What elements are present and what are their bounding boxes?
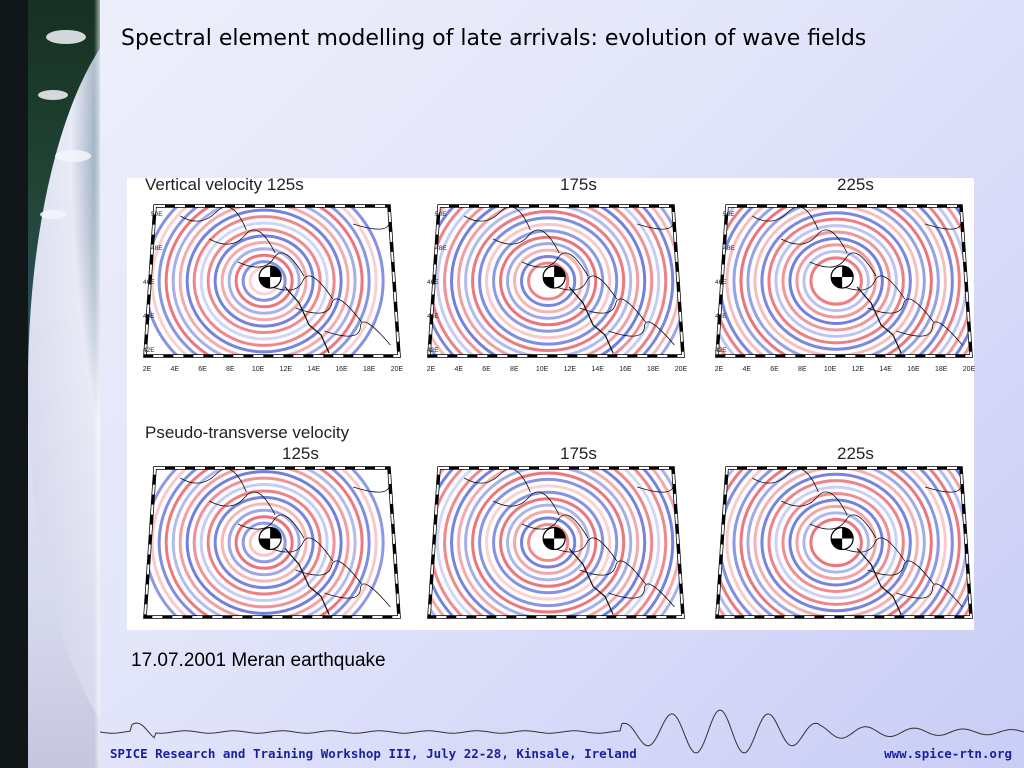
row2-time-225: 225s (837, 444, 874, 463)
svg-text:6E: 6E (198, 366, 207, 373)
svg-text:50E: 50E (723, 211, 735, 218)
svg-text:50E: 50E (151, 211, 163, 218)
svg-text:8E: 8E (798, 366, 807, 373)
svg-text:6E: 6E (770, 366, 779, 373)
svg-text:16E: 16E (619, 366, 632, 373)
svg-text:2E: 2E (715, 366, 724, 373)
wavefield-map-transverse-225s (715, 466, 973, 619)
svg-text:42E: 42E (143, 347, 155, 354)
wavefield-map-vertical-125s: 2E 4E 6E 8E 10E 12E 14E 16E 18E 20E 50E 48E 46E 44E 42… (143, 204, 403, 373)
svg-text:16E: 16E (335, 366, 348, 373)
wavefield-map-transverse-125s (143, 466, 401, 619)
svg-text:8E: 8E (510, 366, 519, 373)
slide-title: Spectral element modelling of late arriv… (121, 26, 867, 51)
svg-text:18E: 18E (935, 366, 948, 373)
svg-text:12E: 12E (564, 366, 577, 373)
svg-text:44E: 44E (143, 313, 155, 320)
svg-text:18E: 18E (647, 366, 660, 373)
svg-text:48E: 48E (723, 245, 735, 252)
seismogram-decoration (100, 709, 1024, 754)
svg-text:8E: 8E (226, 366, 235, 373)
row1-time-175: 175s (560, 175, 597, 194)
row2-time-175: 175s (560, 444, 597, 463)
footer-workshop-text: SPICE Research and Training Workshop III… (110, 746, 637, 761)
svg-text:44E: 44E (427, 313, 439, 320)
earth-image-strip (0, 0, 100, 768)
svg-text:20E: 20E (675, 366, 687, 373)
svg-text:10E: 10E (824, 366, 837, 373)
wavefield-map-transverse-175s (427, 466, 685, 619)
svg-text:2E: 2E (143, 366, 152, 373)
svg-text:20E: 20E (391, 366, 403, 373)
svg-text:46E: 46E (143, 279, 155, 286)
svg-text:18E: 18E (363, 366, 376, 373)
svg-text:14E: 14E (879, 366, 892, 373)
svg-text:50E: 50E (435, 211, 447, 218)
svg-text:10E: 10E (252, 366, 265, 373)
row1-label: Vertical velocity 125s (145, 175, 304, 194)
row1-time-225: 225s (837, 175, 874, 194)
row2-label: Pseudo-transverse velocity (145, 423, 350, 442)
svg-text:2E: 2E (427, 366, 436, 373)
svg-text:12E: 12E (280, 366, 293, 373)
row2-time-125: 125s (282, 444, 319, 463)
wavefield-figure: Vertical velocity 125s 175s 225s Pseudo-… (127, 175, 975, 630)
svg-text:20E: 20E (963, 366, 975, 373)
svg-text:46E: 46E (427, 279, 439, 286)
footer-website-link[interactable]: www.spice-rtn.org (884, 746, 1012, 761)
wavefield-map-vertical-175s: 2E 4E 6E 8E 10E 12E 14E 16E 18E 20E 50E 48E 46E 44E 42… (427, 204, 687, 373)
svg-text:44E: 44E (715, 313, 727, 320)
svg-text:14E: 14E (307, 366, 320, 373)
svg-text:10E: 10E (536, 366, 549, 373)
svg-text:48E: 48E (151, 245, 163, 252)
wavefield-map-vertical-225s: 2E 4E 6E 8E 10E 12E 14E 16E 18E 20E 50E 48E 46E 44E 42… (715, 204, 975, 373)
svg-text:4E: 4E (742, 366, 751, 373)
svg-text:12E: 12E (852, 366, 865, 373)
svg-text:6E: 6E (482, 366, 491, 373)
svg-text:48E: 48E (435, 245, 447, 252)
svg-text:4E: 4E (454, 366, 463, 373)
svg-text:14E: 14E (591, 366, 604, 373)
svg-text:4E: 4E (170, 366, 179, 373)
figure-caption: 17.07.2001 Meran earthquake (131, 650, 386, 671)
svg-text:46E: 46E (715, 279, 727, 286)
svg-text:42E: 42E (715, 347, 727, 354)
svg-text:42E: 42E (427, 347, 439, 354)
svg-text:16E: 16E (907, 366, 920, 373)
